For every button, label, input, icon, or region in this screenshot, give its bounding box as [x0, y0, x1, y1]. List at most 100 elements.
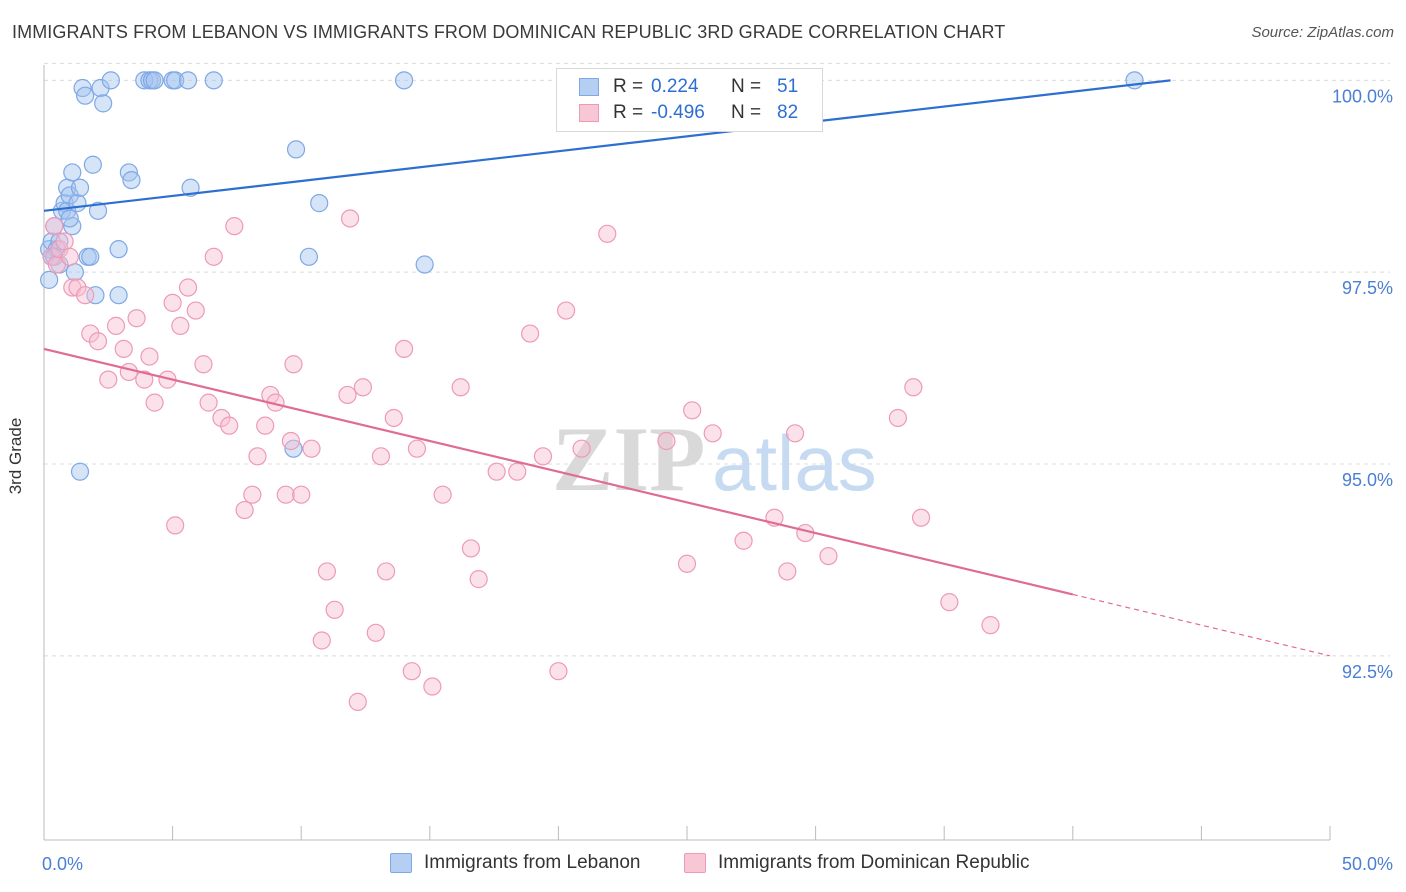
lebanon-point [299, 247, 319, 266]
dominican-point [248, 447, 267, 466]
r-value: 0.224 [651, 76, 699, 97]
dominican-point [557, 301, 576, 320]
series-lebanon-points [40, 71, 1144, 481]
r-value: -0.496 [651, 102, 705, 123]
dominican-point [785, 424, 805, 443]
r-label: R = [613, 76, 644, 97]
lebanon-point [83, 155, 102, 174]
axes [43, 65, 1331, 841]
dominican-point [88, 332, 108, 351]
dominican-point [204, 247, 223, 266]
lebanon-point [60, 209, 79, 228]
dominican-point [235, 500, 254, 520]
dominican-point [549, 662, 568, 681]
dominican-point [281, 431, 301, 451]
dominican-point [521, 324, 540, 343]
lebanon-point [109, 240, 128, 259]
dominican-point [407, 439, 427, 458]
legend-label-lebanon: Immigrants from Lebanon [424, 852, 641, 873]
dominican-point [508, 462, 527, 481]
dominican-point [135, 370, 154, 389]
dominican-point [60, 247, 79, 266]
chart-title: IMMIGRANTS FROM LEBANON VS IMMIGRANTS FR… [12, 22, 1006, 42]
watermark-atlas: atlas [712, 419, 877, 507]
dominican-point [166, 516, 185, 535]
dominican-point [312, 631, 331, 650]
dominican-point [384, 408, 403, 428]
dominican-point [81, 324, 100, 343]
source-label: Source: ZipAtlas.com [1251, 24, 1394, 41]
dominican-point [317, 562, 337, 581]
lebanon-trend-line [43, 79, 1171, 212]
lebanon-point [86, 286, 105, 305]
dominican-point [904, 378, 923, 397]
dominican-point [145, 393, 164, 412]
dominican-point [302, 439, 321, 458]
dominican-point [338, 385, 357, 405]
dominican-point [572, 439, 591, 458]
dominican-point [140, 347, 159, 366]
dominican-point [171, 316, 190, 335]
lebanon-point [68, 194, 87, 213]
dominican-point [451, 378, 470, 397]
dominican-point [683, 401, 702, 420]
dominican-point [677, 554, 697, 573]
lebanon-point [122, 170, 141, 190]
dominican-point [734, 531, 753, 550]
dominican-point [487, 462, 506, 481]
correlation-legend: R = 0.224 N = 51 R = -0.496 N = 82 [556, 68, 823, 132]
dominican-trend-extension [1072, 593, 1331, 657]
dominican-point [981, 616, 1000, 635]
dominican-point [106, 316, 126, 335]
legend-item-lebanon[interactable]: Immigrants from Lebanon [390, 852, 641, 874]
lebanon-point [135, 71, 154, 90]
dominican-point [292, 485, 311, 504]
y-tick-label: 95.0% [1342, 470, 1393, 490]
dominican-point [433, 485, 452, 504]
dominican-point [819, 546, 838, 566]
series-dominican-points [42, 209, 1000, 711]
dominican-point [402, 662, 421, 681]
r-label: R = [613, 102, 644, 123]
y-tick-label: 97.5% [1342, 278, 1393, 298]
watermark-zip: ZIP [552, 408, 705, 510]
dominican-point [243, 485, 262, 504]
lebanon-point [310, 194, 329, 213]
dominican-point [114, 339, 133, 359]
dominican-point [353, 378, 373, 397]
dominican-point [256, 416, 275, 435]
lebanon-point [60, 186, 79, 205]
y-tick-label: 92.5% [1342, 662, 1393, 682]
dominican-point [340, 209, 360, 228]
n-value: 51 [777, 76, 799, 97]
tick-labels: 100.0% 97.5% 95.0% 92.5% 0.0% 50.0% [42, 86, 1393, 874]
legend-item-dominican[interactable]: Immigrants from Dominican Republic [684, 852, 1030, 874]
dominican-point [178, 278, 198, 297]
dominican-point [99, 370, 118, 389]
watermark: ZIP atlas [552, 408, 877, 510]
dominican-point [199, 393, 218, 412]
dominican-point [778, 562, 797, 581]
dominican-point [598, 224, 617, 243]
dominican-swatch [579, 104, 599, 122]
dominican-point [657, 431, 676, 451]
dominican-point [45, 217, 64, 236]
dominican-point [55, 232, 74, 251]
dominican-point [376, 562, 396, 581]
y-tick-label: 100.0% [1332, 86, 1393, 106]
lebanon-swatch [579, 78, 599, 96]
dominican-point [888, 408, 908, 428]
dominican-point [284, 355, 303, 374]
lebanon-point [109, 286, 128, 305]
lebanon-swatch [390, 853, 412, 873]
n-label: N = [731, 76, 762, 97]
dominican-point [703, 424, 722, 443]
dominican-point [194, 355, 213, 374]
lebanon-point [91, 78, 110, 98]
dominican-point [163, 293, 182, 312]
dominican-point [68, 278, 87, 297]
dominican-point [276, 485, 295, 504]
lebanon-point [94, 94, 113, 113]
legend-row-dominican: R = -0.496 N = 82 [579, 101, 798, 125]
